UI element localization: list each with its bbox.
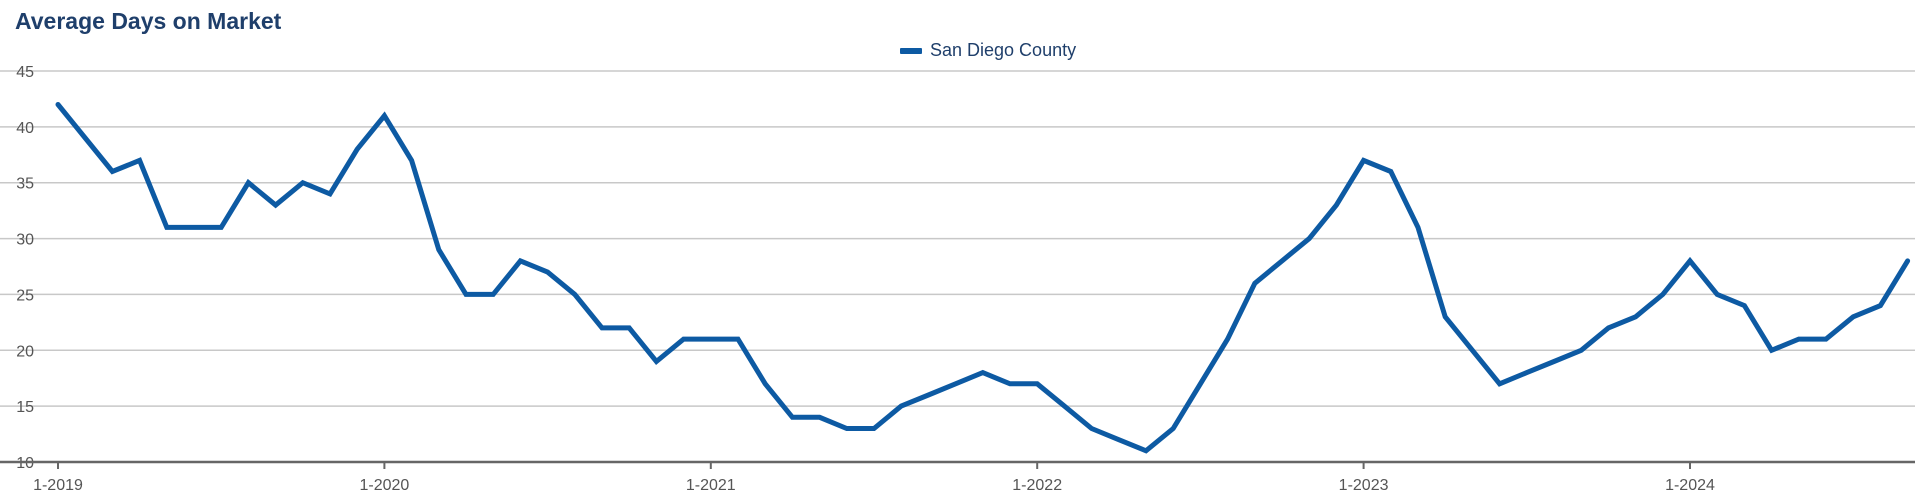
y-tick-label: 10	[16, 455, 34, 472]
data-point[interactable]	[83, 136, 87, 140]
data-point[interactable]	[926, 393, 930, 397]
data-point[interactable]	[1362, 158, 1366, 162]
data-point[interactable]	[872, 426, 876, 430]
data-point[interactable]	[1090, 426, 1094, 430]
data-point[interactable]	[1117, 438, 1121, 442]
data-point[interactable]	[1144, 449, 1148, 453]
data-point[interactable]	[1770, 348, 1774, 352]
y-tick-label: 40	[16, 120, 34, 137]
data-point[interactable]	[600, 326, 604, 330]
data-point[interactable]	[1416, 225, 1420, 229]
data-point[interactable]	[1552, 359, 1556, 363]
data-point[interactable]	[763, 382, 767, 386]
y-axis-ticks: 10 15 20 25 30 35 40 45	[16, 64, 34, 472]
data-point[interactable]	[627, 326, 631, 330]
series-line-san-diego-county[interactable]	[55, 102, 1911, 454]
gridlines	[0, 70, 1915, 407]
data-point[interactable]	[1253, 281, 1257, 285]
data-point[interactable]	[1470, 348, 1474, 352]
data-point[interactable]	[1280, 259, 1284, 263]
data-point[interactable]	[546, 270, 550, 274]
data-point[interactable]	[192, 225, 196, 229]
data-point[interactable]	[518, 259, 522, 263]
legend-swatch	[900, 47, 922, 54]
data-point[interactable]	[1525, 371, 1529, 375]
data-point[interactable]	[1062, 404, 1066, 408]
data-point[interactable]	[1334, 203, 1338, 207]
x-tick-label: 1-2023	[1339, 477, 1389, 494]
data-point[interactable]	[1443, 315, 1447, 319]
data-point[interactable]	[410, 158, 414, 162]
data-point[interactable]	[437, 248, 441, 252]
data-point[interactable]	[274, 203, 278, 207]
data-point[interactable]	[1226, 337, 1230, 341]
data-point[interactable]	[1307, 237, 1311, 241]
data-point[interactable]	[736, 337, 740, 341]
data-point[interactable]	[138, 158, 142, 162]
y-tick-label: 45	[16, 64, 34, 81]
data-point[interactable]	[1035, 382, 1039, 386]
data-point[interactable]	[355, 147, 359, 151]
data-point[interactable]	[1008, 382, 1012, 386]
data-point[interactable]	[845, 426, 849, 430]
data-point[interactable]	[328, 192, 332, 196]
data-point[interactable]	[573, 292, 577, 296]
data-point[interactable]	[1661, 292, 1665, 296]
legend-label: San Diego County	[930, 40, 1077, 60]
data-point[interactable]	[1579, 348, 1583, 352]
data-point[interactable]	[709, 337, 713, 341]
data-point[interactable]	[301, 181, 305, 185]
data-point[interactable]	[219, 225, 223, 229]
data-point[interactable]	[1198, 382, 1202, 386]
data-point[interactable]	[1688, 259, 1692, 263]
legend[interactable]: San Diego County	[900, 40, 1076, 61]
data-point[interactable]	[1906, 259, 1910, 263]
data-point[interactable]	[682, 337, 686, 341]
chart-title: Average Days on Market	[15, 8, 282, 34]
data-point[interactable]	[954, 382, 958, 386]
x-tick-label: 1-2019	[33, 477, 83, 494]
data-point[interactable]	[110, 170, 114, 174]
data-point[interactable]	[1878, 304, 1882, 308]
data-point[interactable]	[491, 292, 495, 296]
x-tick-label: 1-2020	[359, 477, 409, 494]
data-point[interactable]	[790, 415, 794, 419]
y-tick-label: 30	[16, 232, 34, 249]
data-point[interactable]	[899, 404, 903, 408]
data-point[interactable]	[1606, 326, 1610, 330]
data-point[interactable]	[246, 181, 250, 185]
data-point[interactable]	[1715, 292, 1719, 296]
y-tick-label: 20	[16, 343, 34, 360]
data-point[interactable]	[654, 359, 658, 363]
data-point[interactable]	[818, 415, 822, 419]
data-point[interactable]	[1634, 315, 1638, 319]
x-tick-label: 1-2022	[1012, 477, 1062, 494]
data-point[interactable]	[1742, 304, 1746, 308]
x-tick-label: 1-2024	[1665, 477, 1715, 494]
data-point[interactable]	[1824, 337, 1828, 341]
y-tick-label: 35	[16, 176, 34, 193]
data-point[interactable]	[1498, 382, 1502, 386]
data-point[interactable]	[1851, 315, 1855, 319]
data-point[interactable]	[464, 292, 468, 296]
data-point[interactable]	[165, 225, 169, 229]
y-tick-label: 15	[16, 399, 34, 416]
x-tick-label: 1-2021	[686, 477, 736, 494]
data-point[interactable]	[1171, 426, 1175, 430]
x-axis: 1-2019 1-2020 1-2021 1-2022 1-2023 1-2024	[0, 460, 1915, 494]
data-point[interactable]	[382, 114, 386, 118]
data-point[interactable]	[981, 371, 985, 375]
y-tick-label: 25	[16, 287, 34, 304]
data-point[interactable]	[1797, 337, 1801, 341]
data-point[interactable]	[56, 103, 60, 107]
data-point[interactable]	[1389, 170, 1393, 174]
series-group	[55, 102, 1911, 454]
